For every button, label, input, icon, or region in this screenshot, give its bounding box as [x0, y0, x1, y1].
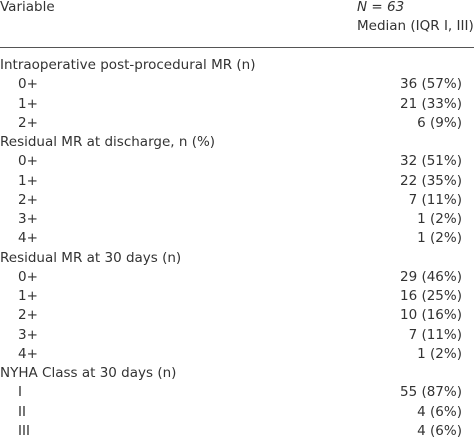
- row-label: 4+: [18, 230, 38, 247]
- header-rule: [0, 47, 474, 48]
- section-title: Intraoperative post-procedural MR (n): [0, 57, 256, 73]
- row-value: 10 (16%): [399, 307, 462, 324]
- header-variable: Variable: [0, 0, 55, 15]
- row-label: 1+: [18, 288, 38, 304]
- header-n: N = 63: [357, 0, 405, 15]
- row-label: 3+: [18, 211, 38, 227]
- section-title: Residual MR at discharge, n (%): [0, 134, 216, 150]
- row-label: 3+: [18, 326, 38, 343]
- row-value: 29 (46%): [399, 268, 462, 285]
- row-label: 2+: [18, 191, 38, 208]
- row-label: III: [18, 422, 30, 439]
- row-value: 16 (25%): [399, 288, 462, 304]
- section-title: Residual MR at 30 days (n): [0, 249, 182, 266]
- header-stat: Median (IQR I, III): [357, 18, 474, 34]
- row-value: 1 (2%): [417, 345, 462, 362]
- row-label: 2+: [18, 307, 38, 324]
- row-value: 32 (51%): [399, 153, 462, 170]
- row-label: 0+: [18, 76, 38, 93]
- row-label: 0+: [18, 268, 38, 285]
- row-value: 1 (2%): [417, 230, 462, 247]
- row-value: 4 (6%): [417, 422, 462, 439]
- row-value: 4 (6%): [417, 403, 462, 420]
- row-label: I: [18, 384, 22, 401]
- row-value: 7 (11%): [408, 191, 462, 208]
- row-label: 1+: [18, 172, 38, 189]
- row-value: 1 (2%): [417, 211, 462, 227]
- row-label: 2+: [18, 114, 38, 131]
- row-value: 36 (57%): [399, 76, 462, 93]
- row-label: 4+: [18, 345, 38, 362]
- row-label: II: [18, 403, 26, 420]
- row-label: 0+: [18, 153, 38, 170]
- section-title: NYHA Class at 30 days (n): [0, 365, 177, 381]
- row-value: 22 (35%): [399, 172, 462, 189]
- row-value: 55 (87%): [399, 384, 462, 401]
- row-value: 21 (33%): [399, 95, 462, 112]
- row-value: 7 (11%): [408, 326, 462, 343]
- row-label: 1+: [18, 95, 38, 112]
- row-value: 6 (9%): [417, 114, 462, 131]
